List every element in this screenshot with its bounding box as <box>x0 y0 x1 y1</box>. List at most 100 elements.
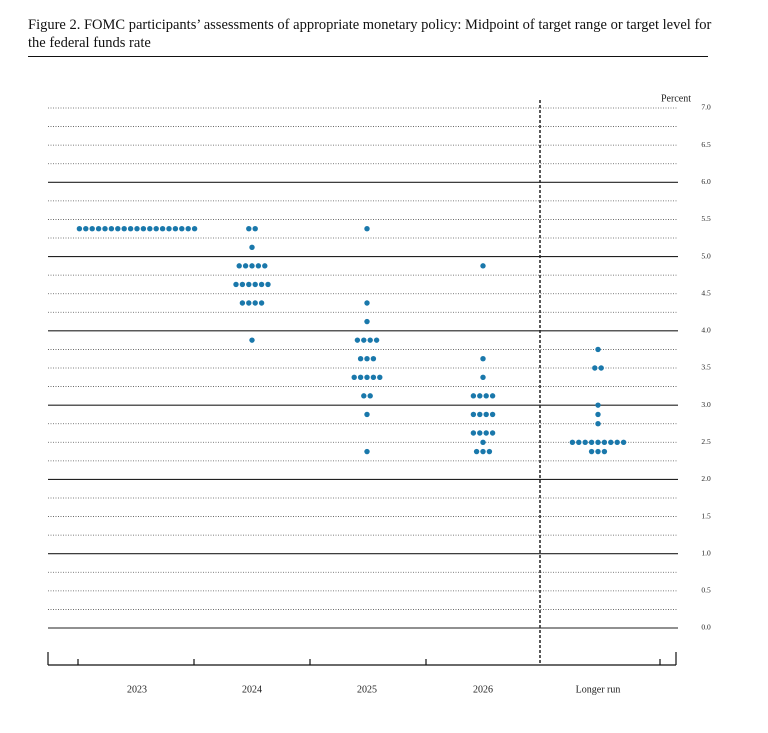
dot <box>364 411 370 418</box>
dot <box>239 281 246 288</box>
dot <box>483 411 489 418</box>
dot <box>127 226 134 232</box>
dot <box>364 374 370 380</box>
dot <box>588 448 595 455</box>
dot <box>83 226 89 232</box>
dot <box>249 263 255 269</box>
dot <box>166 226 172 232</box>
dot <box>246 226 252 232</box>
dot <box>258 300 265 306</box>
dot <box>233 281 239 288</box>
x-tick-label: 2023 <box>127 684 147 695</box>
dot <box>595 421 601 427</box>
dot <box>242 263 249 269</box>
y-tick-label: 6.0 <box>701 177 711 186</box>
dot <box>470 393 477 399</box>
dot <box>598 365 604 371</box>
dot <box>480 439 486 445</box>
dot <box>473 448 480 455</box>
dot <box>357 374 364 380</box>
dot <box>480 374 486 380</box>
dot <box>601 448 608 455</box>
dot <box>361 337 367 343</box>
y-tick-label: 3.5 <box>701 363 711 372</box>
y-tick-label: 1.5 <box>701 511 711 520</box>
dot <box>357 356 364 362</box>
dot <box>140 226 147 232</box>
dot <box>236 263 242 269</box>
y-tick-label: 0.5 <box>701 586 711 595</box>
y-tick-label: 6.5 <box>701 140 711 149</box>
dot <box>620 439 627 445</box>
dot <box>576 439 582 445</box>
title-rule <box>28 56 708 57</box>
x-tick-label: Longer run <box>576 684 621 695</box>
dot <box>595 402 601 408</box>
dot <box>592 365 598 371</box>
dot <box>115 226 121 232</box>
x-tick-label: 2026 <box>473 684 493 695</box>
dot <box>480 263 486 269</box>
x-tick-label: 2025 <box>357 684 377 695</box>
dot <box>477 393 483 399</box>
y-tick-label: 2.0 <box>701 474 711 483</box>
dot <box>147 226 153 232</box>
dot <box>595 346 601 353</box>
x-axis <box>47 652 677 666</box>
dot <box>249 244 255 250</box>
dot <box>89 226 95 232</box>
dot <box>483 430 489 436</box>
y-axis-label: Percent <box>661 93 691 104</box>
dot <box>477 411 483 418</box>
dot <box>588 439 595 445</box>
dot <box>191 226 198 232</box>
dot <box>364 318 370 325</box>
dot <box>262 263 268 269</box>
dot <box>489 411 496 418</box>
dot <box>246 281 252 288</box>
dot <box>364 448 370 455</box>
y-tick-label: 2.5 <box>701 437 711 446</box>
x-tick-label: 2024 <box>242 684 262 695</box>
dot <box>608 439 614 445</box>
dot <box>595 411 601 418</box>
dot <box>483 393 489 399</box>
dot <box>76 226 83 232</box>
dot <box>252 281 258 288</box>
dot <box>470 411 477 418</box>
dot <box>364 226 370 232</box>
dot <box>102 226 108 232</box>
dot <box>351 374 357 380</box>
dot <box>569 439 576 445</box>
dot <box>252 300 258 306</box>
dot <box>370 374 377 380</box>
dot <box>108 226 115 232</box>
dot <box>377 374 383 380</box>
dot <box>582 439 588 445</box>
dot <box>95 226 102 232</box>
dot <box>179 226 185 232</box>
dot <box>354 337 361 343</box>
dot <box>480 448 486 455</box>
dot <box>367 337 373 343</box>
dot <box>255 263 262 269</box>
y-tick-label: 3.0 <box>701 400 711 409</box>
dot <box>246 300 252 306</box>
dot <box>470 430 477 436</box>
dot <box>249 337 255 343</box>
dot <box>370 356 377 362</box>
dot <box>134 226 140 232</box>
chart-title: Figure 2. FOMC participants’ assessments… <box>28 17 712 51</box>
dot <box>373 337 380 343</box>
y-tick-label: 7.0 <box>701 103 711 112</box>
dot <box>159 226 166 232</box>
y-tick-label: 5.0 <box>701 251 711 260</box>
dot <box>614 439 620 445</box>
dot <box>367 393 373 399</box>
dot <box>595 448 601 455</box>
dot <box>364 356 370 362</box>
dot <box>258 281 265 288</box>
dot <box>480 356 486 362</box>
